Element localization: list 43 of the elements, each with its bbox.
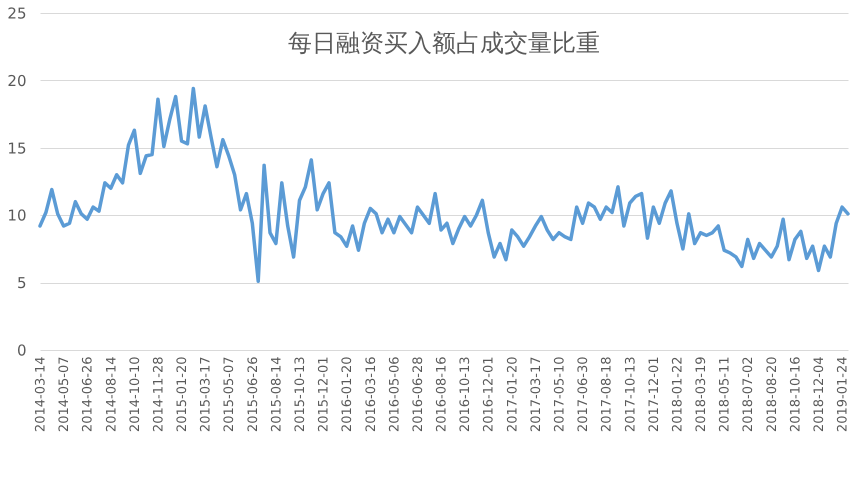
x-tick-label: 2015-03-17 xyxy=(198,356,214,432)
x-tick-label: 2016-12-01 xyxy=(482,356,497,432)
x-tick-label: 2018-12-04 xyxy=(812,356,828,432)
x-tick-label: 2016-10-13 xyxy=(458,356,474,432)
x-tick-label: 2015-01-20 xyxy=(175,356,190,432)
x-tick-label: 2017-12-01 xyxy=(646,356,662,432)
x-tick-label: 2014-08-14 xyxy=(104,356,120,432)
x-tick-label: 2015-06-26 xyxy=(246,356,261,432)
line-series xyxy=(38,86,850,283)
y-tick-label: 10 xyxy=(7,206,26,225)
x-tick-label: 2017-05-10 xyxy=(552,356,568,432)
x-tick-label: 2016-08-16 xyxy=(434,356,450,432)
x-tick-label: 2014-11-28 xyxy=(151,356,166,432)
text: 每日融资买入额占成交量比重 xyxy=(288,29,600,57)
x-tick-label: 2015-10-13 xyxy=(293,356,308,432)
x-tick-label: 2017-10-13 xyxy=(623,356,638,432)
y-tick-label: 5 xyxy=(16,274,26,292)
y-tick-label: 15 xyxy=(7,139,26,158)
x-tick-label: 2015-05-07 xyxy=(222,356,238,432)
x-tick-label: 2014-10-10 xyxy=(128,356,143,432)
x-tick-label: 2015-12-01 xyxy=(316,356,332,432)
x-tick-label: 2017-03-17 xyxy=(528,356,544,432)
y-tick-label: 25 xyxy=(7,4,26,22)
x-tick-label: 2018-05-11 xyxy=(718,356,733,432)
x-tick-label: 2015-08-14 xyxy=(269,356,284,432)
x-tick-label: 2018-03-19 xyxy=(694,356,710,432)
x-tick-label: 2017-01-20 xyxy=(505,356,520,432)
x-tick-label: 2019-01-24 xyxy=(836,356,851,432)
x-tick-label: 2016-05-06 xyxy=(387,356,402,432)
x-tick-label: 2014-05-07 xyxy=(57,356,72,432)
x-tick-label: 2018-10-16 xyxy=(788,356,804,432)
y-tick-label: 0 xyxy=(16,342,26,360)
x-tick-label: 2018-01-22 xyxy=(670,356,686,432)
x-tick-label: 2017-06-30 xyxy=(576,356,592,432)
x-tick-label: 2016-03-16 xyxy=(364,356,379,432)
x-tick-label: 2017-08-18 xyxy=(600,356,615,432)
x-tick-label: 2014-06-26 xyxy=(80,356,96,432)
x-tick-label: 2014-03-14 xyxy=(34,356,48,432)
y-tick-label: 20 xyxy=(7,72,26,90)
x-tick-label: 2016-06-28 xyxy=(410,356,426,432)
x-tick-label: 2016-01-20 xyxy=(340,356,356,432)
x-tick-label: 2018-08-20 xyxy=(764,356,780,432)
x-tick-label: 2018-07-02 xyxy=(741,356,756,432)
